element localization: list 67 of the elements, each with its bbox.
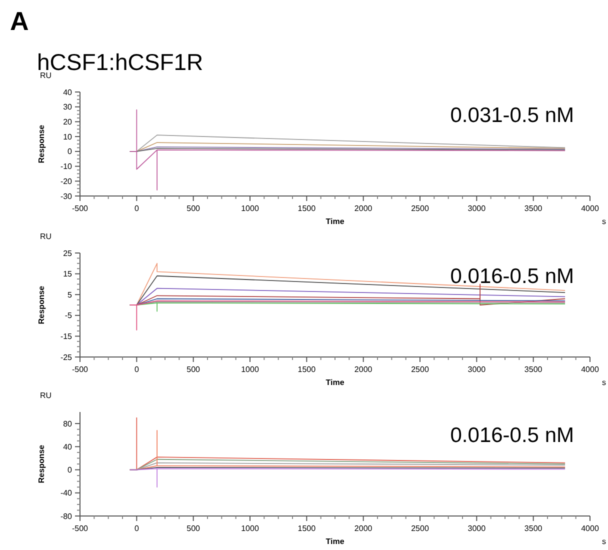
- x-tick-label: 2000: [354, 204, 373, 213]
- x-tick-label: 1000: [241, 204, 260, 213]
- y-axis-title: Response: [37, 444, 46, 484]
- x-tick-label: -500: [72, 524, 89, 533]
- x-tick-label: 4000: [581, 524, 600, 533]
- x-axis-title: Time: [326, 217, 345, 226]
- x-tick-label: 500: [186, 204, 201, 213]
- x-tick-label: 3500: [524, 524, 543, 533]
- x-tick-label: 500: [186, 524, 201, 533]
- text: s: [602, 537, 606, 546]
- x-tick-label: 1500: [298, 365, 316, 374]
- y-tick-label: -15: [60, 332, 73, 341]
- x-tick-label: 1000: [241, 524, 260, 533]
- y-tick-label: 30: [63, 102, 73, 112]
- y-tick-label: 20: [63, 118, 73, 127]
- y-tick-label: 5: [68, 290, 73, 300]
- x-tick-label: 3500: [524, 365, 543, 374]
- x-axis-title: Time: [326, 378, 345, 387]
- line-series: [129, 300, 566, 330]
- x-tick-label: 500: [186, 365, 201, 374]
- x-tick-label: -500: [72, 365, 89, 374]
- x-tick-label: 3000: [468, 524, 486, 533]
- y-tick-label: -40: [60, 488, 73, 498]
- annotation: 0.016-0.5 nM: [450, 424, 574, 447]
- annotation: 0.031-0.5 nM: [450, 104, 574, 127]
- y-tick-label: 40: [63, 442, 73, 452]
- y-tick-label: -10: [60, 162, 73, 172]
- x-tick-label: 2500: [411, 204, 430, 213]
- y-axis-title: Response: [37, 285, 46, 324]
- x-tick-label: 0: [134, 365, 140, 374]
- x-tick-label: 1500: [298, 524, 316, 533]
- x-tick-label: 1500: [298, 204, 316, 213]
- text: RU: [40, 391, 52, 400]
- annotation: 0.016-0.5 nM: [450, 265, 574, 288]
- y-tick-label: -5: [64, 311, 73, 320]
- x-tick-label: -500: [72, 204, 89, 213]
- y-axis-title: Response: [37, 124, 46, 164]
- text: s: [602, 217, 606, 226]
- y-tick-label: 0: [68, 147, 73, 156]
- x-tick-label: 3000: [468, 204, 486, 213]
- x-tick-label: 0: [134, 204, 140, 213]
- x-tick-label: 1000: [241, 365, 260, 374]
- x-tick-label: 3500: [524, 204, 543, 213]
- y-tick-label: 0: [68, 466, 73, 475]
- y-tick-label: 40: [63, 88, 73, 97]
- y-tick-label: -30: [60, 192, 73, 201]
- x-tick-label: 4000: [581, 204, 600, 213]
- y-tick-label: 10: [63, 132, 73, 142]
- x-tick-label: 2500: [411, 524, 430, 533]
- text: A: [10, 6, 29, 36]
- y-tick-label: -80: [60, 512, 73, 521]
- x-tick-label: 2000: [354, 365, 373, 374]
- y-tick-label: -25: [60, 352, 73, 362]
- y-tick-label: -20: [60, 176, 73, 186]
- x-tick-label: 2500: [411, 365, 430, 374]
- x-axis-title: Time: [326, 537, 345, 546]
- line-series: [129, 468, 566, 488]
- y-tick-label: 15: [63, 270, 73, 279]
- text: RU: [40, 232, 52, 241]
- text: RU: [40, 71, 52, 80]
- x-tick-label: 0: [134, 524, 140, 533]
- x-tick-label: 3000: [468, 365, 486, 374]
- x-tick-label: 4000: [581, 365, 600, 374]
- x-tick-label: 2000: [354, 524, 373, 533]
- y-tick-label: 80: [63, 419, 73, 428]
- y-tick-label: 25: [63, 248, 73, 258]
- text: s: [602, 378, 606, 387]
